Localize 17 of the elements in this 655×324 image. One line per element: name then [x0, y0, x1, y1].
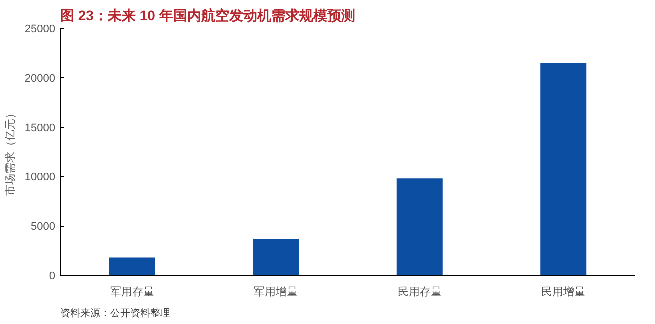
- bar: [109, 258, 156, 276]
- y-tick-label: 5000: [31, 221, 56, 234]
- y-tick-label: 20000: [24, 72, 56, 85]
- y-tick-label: 15000: [24, 122, 56, 134]
- chart-title: 图 23：未来 10 年国内航空发动机需求规模预测: [60, 8, 356, 24]
- y-axis-title: 市场需求（亿元）: [4, 108, 17, 196]
- y-tick-label: 25000: [24, 24, 56, 36]
- x-tick-label: 军用存量: [110, 286, 154, 298]
- bar: [396, 178, 443, 276]
- y-tick-label: 0: [49, 270, 56, 282]
- y-tick-label: 10000: [24, 172, 56, 184]
- x-tick-label: 军用增量: [254, 286, 298, 298]
- x-tick-label: 民用增量: [542, 286, 586, 298]
- bar: [253, 238, 300, 276]
- x-tick-label: 民用存量: [398, 286, 442, 298]
- bar: [540, 63, 587, 276]
- text: 资料来源：公开资料整理: [60, 308, 170, 320]
